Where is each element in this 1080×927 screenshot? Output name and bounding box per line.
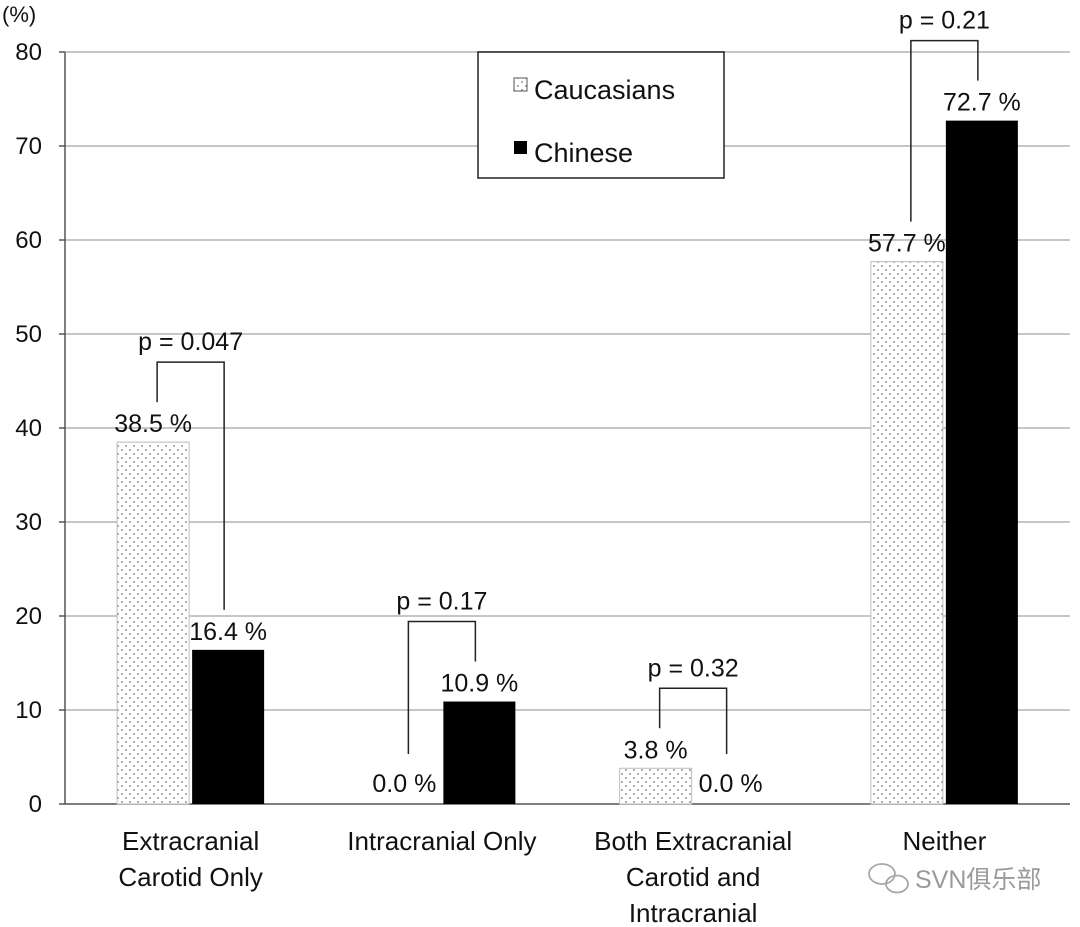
legend-label-chinese: Chinese	[534, 138, 633, 168]
legend-box	[477, 51, 725, 179]
legend-swatch-caucasians	[513, 77, 528, 92]
y-axis-unit-label: (%)	[2, 2, 36, 27]
x-category-label: Carotid Only	[118, 862, 263, 892]
data-label-chinese: 72.7 %	[943, 89, 1021, 117]
p-value-brackets: p = 0.047 p = 0.17 p = 0.32 p = 0.21	[138, 7, 990, 754]
p-value-bracket	[658, 687, 728, 754]
x-category-label: Intracranial Only	[347, 826, 536, 856]
watermark-text: SVN俱乐部	[915, 866, 1041, 894]
x-category-label: Carotid and	[626, 862, 760, 892]
bar-caucasians	[116, 441, 190, 805]
legend-swatch-chinese	[514, 141, 527, 154]
x-category-label: Neither	[902, 826, 986, 856]
p-value-bracket	[910, 39, 979, 222]
data-label-caucasians: 38.5 %	[114, 410, 192, 438]
p-value-label: p = 0.17	[396, 588, 487, 616]
bar-chinese	[443, 701, 516, 804]
data-label-chinese: 0.0 %	[699, 770, 763, 798]
p-value-bracket	[156, 361, 225, 610]
legend: Caucasians Chinese	[477, 51, 725, 179]
bar-caucasians	[870, 261, 944, 805]
gridlines	[65, 51, 1070, 711]
p-value-bracket	[407, 620, 477, 754]
y-tick-label: 60	[15, 227, 42, 254]
y-tick-label: 20	[15, 603, 42, 630]
y-tick-label: 0	[29, 791, 42, 818]
y-tick-label: 10	[15, 697, 42, 724]
p-value-label: p = 0.32	[648, 654, 739, 682]
bar-chinese	[945, 120, 1018, 805]
data-label-caucasians: 3.8 %	[624, 736, 688, 764]
watermark: SVN俱乐部	[868, 863, 1041, 894]
bar-caucasians	[619, 767, 693, 805]
bar-chinese	[192, 649, 265, 804]
wechat-icon	[868, 863, 909, 894]
data-label-chinese: 16.4 %	[189, 618, 267, 646]
x-category-label: Extracranial	[122, 826, 259, 856]
p-value-label: p = 0.21	[899, 7, 990, 35]
data-label-caucasians: 57.7 %	[868, 230, 946, 258]
bars	[116, 120, 1018, 805]
y-tick-label: 30	[15, 509, 42, 536]
y-tick-label: 70	[15, 133, 42, 160]
data-labels: 38.5 % 16.4 % 0.0 % 10.9 % 3.8 % 0.0 % 57.7 % 7…	[114, 89, 1021, 798]
y-tick-label: 80	[15, 39, 42, 66]
data-label-caucasians: 0.0 %	[372, 770, 436, 798]
p-value-label: p = 0.047	[138, 328, 243, 356]
y-tick-label: 40	[15, 415, 42, 442]
x-category-label: Intracranial	[629, 898, 758, 927]
legend-label-caucasians: Caucasians	[534, 75, 675, 105]
data-label-chinese: 10.9 %	[440, 670, 518, 698]
y-tick-label: 50	[15, 321, 42, 348]
x-category-label: Both Extracranial	[594, 826, 792, 856]
